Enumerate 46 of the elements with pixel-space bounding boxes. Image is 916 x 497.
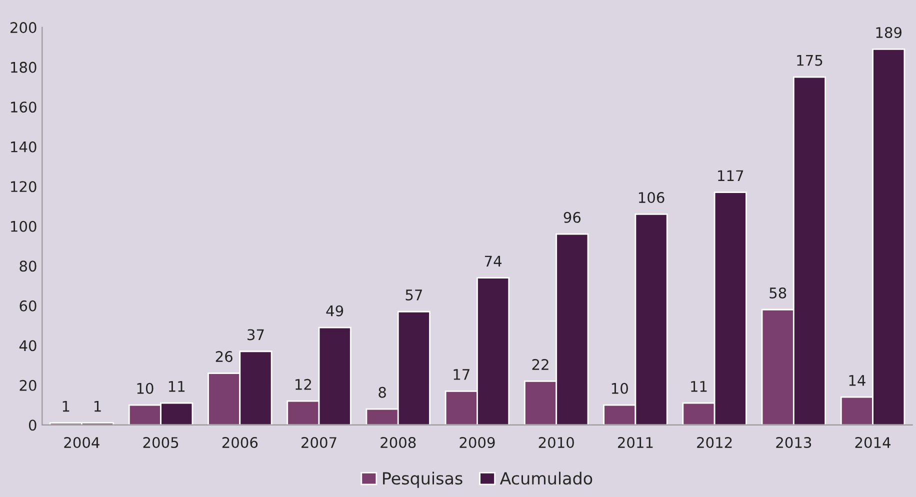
y-tick-label: 100 (11, 220, 36, 232)
y-tick-label: 80 (20, 260, 36, 272)
data-label: 96 (564, 212, 581, 223)
data-label: 10 (137, 382, 154, 394)
y-tick-label: 160 (11, 102, 36, 113)
x-tick-label: 2004 (64, 437, 100, 448)
y-tick-label: 140 (11, 141, 36, 152)
x-tick-label: 2010 (538, 437, 574, 448)
x-tick-label: 2014 (855, 437, 891, 448)
data-label: 8 (378, 386, 386, 398)
data-label: 10 (612, 382, 628, 394)
data-label: 1 (62, 400, 70, 412)
data-label: 14 (849, 375, 866, 386)
data-label: 11 (691, 381, 707, 392)
data-label: 12 (296, 378, 312, 390)
data-label: 58 (770, 287, 786, 298)
data-label: 22 (532, 359, 548, 370)
x-tick-label: 2012 (697, 437, 732, 448)
data-label: 57 (406, 290, 422, 300)
y-tick-label: 180 (11, 62, 36, 73)
data-label: 175 (797, 55, 822, 66)
data-label: 117 (718, 170, 744, 181)
data-label: 74 (484, 256, 502, 266)
y-tick-label: 60 (20, 300, 36, 312)
x-tick-label: 2006 (222, 437, 258, 448)
data-label: 106 (638, 192, 664, 204)
data-label: 26 (216, 351, 232, 362)
x-tick-label: 2013 (776, 437, 812, 448)
data-label: 189 (876, 27, 902, 38)
y-tick-label: 40 (19, 340, 36, 352)
data-label: 17 (454, 369, 470, 380)
x-tick-label: 2011 (618, 437, 653, 448)
legend-label: Acumulado (500, 472, 592, 485)
data-label: 11 (168, 381, 185, 392)
data-label: 49 (326, 305, 344, 316)
y-tick-label: 0 (28, 420, 36, 431)
y-tick-label: 200 (10, 22, 36, 34)
data-label: 1 (94, 400, 101, 412)
y-tick-label: 20 (20, 380, 36, 391)
x-tick-label: 2009 (460, 437, 495, 448)
x-tick-label: 2005 (143, 437, 178, 448)
y-tick-label: 120 (11, 181, 36, 192)
data-label: 37 (248, 329, 264, 340)
x-tick-label: 2007 (302, 437, 336, 448)
legend-label: Pesquisas (383, 472, 462, 488)
x-tick-label: 2008 (380, 437, 416, 448)
